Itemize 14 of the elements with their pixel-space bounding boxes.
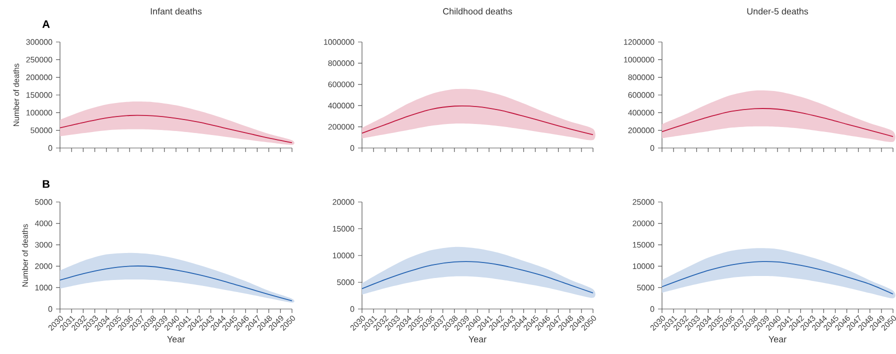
text: A [42,20,50,28]
chart-title: Infant deaths [150,8,202,15]
line-series [362,106,594,136]
chart-title: Childhood deaths [443,8,512,15]
line-series [662,108,894,137]
x-axis-title: Year [768,336,786,342]
text: B [42,180,50,188]
line-series [362,261,594,294]
line-series [60,266,292,302]
chart-title: Under-5 deaths [747,8,808,15]
x-axis-title: Year [167,336,185,342]
x-axis-title: Year [468,336,486,342]
line-series [60,114,292,144]
line-series [662,261,894,294]
